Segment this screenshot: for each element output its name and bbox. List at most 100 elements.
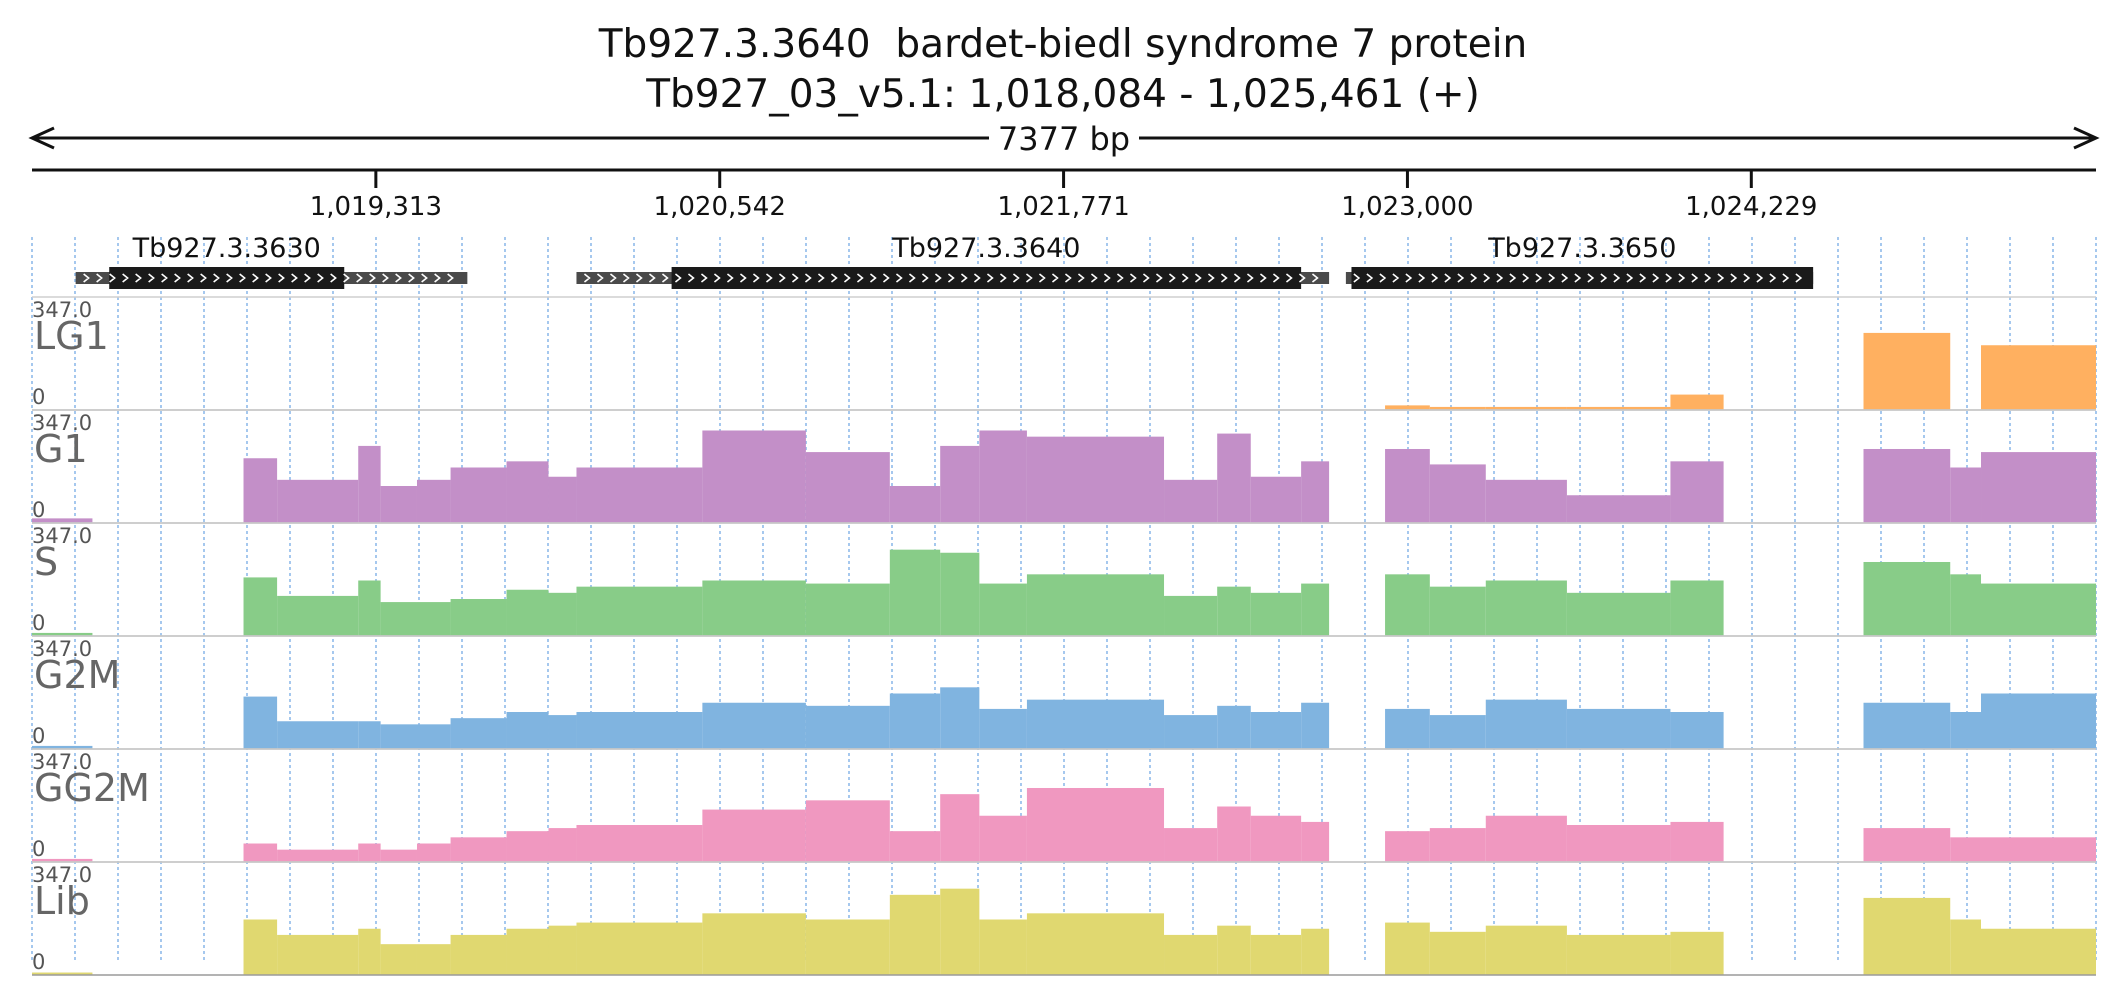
coverage-bar bbox=[889, 693, 941, 749]
coverage-bar bbox=[1385, 405, 1430, 410]
coverage-bars bbox=[32, 888, 2096, 975]
coverage-bar bbox=[32, 632, 93, 636]
coverage-bar bbox=[576, 824, 703, 862]
track-ymin-label: 0 bbox=[32, 950, 45, 974]
strand-chevrons bbox=[583, 273, 1319, 283]
coverage-bar bbox=[506, 928, 549, 975]
coverage-bars bbox=[32, 430, 2096, 523]
track-name: G2M bbox=[34, 653, 120, 697]
gene-model: Tb927.3.3640 bbox=[576, 233, 1330, 289]
gene-description: bardet-biedl syndrome 7 protein bbox=[895, 22, 1528, 67]
track-ymax-label: 347.0 bbox=[32, 411, 92, 435]
coverage-bar bbox=[1164, 828, 1218, 862]
coverage-bar bbox=[358, 721, 381, 749]
coverage-bar bbox=[32, 745, 93, 749]
coverage-bar bbox=[1670, 711, 1724, 749]
coverage-bar bbox=[979, 430, 1027, 523]
coverage-bar bbox=[277, 595, 359, 636]
coverage-bar bbox=[1950, 467, 1982, 523]
coverage-bar bbox=[702, 702, 806, 749]
coverage-bars bbox=[32, 549, 2096, 636]
coverage-bar bbox=[506, 711, 549, 749]
track-name: S bbox=[34, 540, 58, 584]
coverage-bar bbox=[1301, 461, 1330, 523]
coverage-bar bbox=[889, 549, 941, 636]
coverage-bar bbox=[1863, 561, 1951, 636]
gene-model: Tb927.3.3630 bbox=[75, 233, 468, 289]
coverage-bar bbox=[1485, 580, 1567, 636]
coverage-bar bbox=[1485, 815, 1567, 862]
coverage-bar bbox=[1385, 708, 1430, 749]
coverage-track[interactable]: 347.0G1 0 bbox=[32, 409, 2096, 524]
coverage-bar bbox=[576, 586, 703, 636]
coverage-bar bbox=[1670, 931, 1724, 975]
track-ymax-label: 347.0 bbox=[32, 524, 92, 548]
coverage-bar bbox=[1981, 837, 2096, 862]
coverage-bar bbox=[1981, 452, 2096, 523]
coverage-bar bbox=[1217, 705, 1251, 749]
coverage-bar bbox=[1566, 934, 1671, 975]
coverage-bar bbox=[1385, 922, 1430, 975]
coverage-bar bbox=[416, 843, 451, 862]
coverage-bar bbox=[416, 479, 451, 523]
span-indicator: 7377 bp bbox=[28, 120, 2100, 158]
coverage-bar bbox=[1250, 815, 1302, 862]
coverage-bar bbox=[1250, 592, 1302, 636]
coverage-bar bbox=[380, 724, 417, 749]
coverage-bar bbox=[450, 718, 507, 749]
coverage-bar bbox=[1950, 711, 1982, 749]
strand-chevrons bbox=[83, 273, 454, 283]
coverage-bar bbox=[1026, 787, 1165, 862]
span-label: 7377 bp bbox=[998, 120, 1130, 158]
coverage-bar bbox=[1566, 495, 1671, 523]
coverage-bar bbox=[1164, 479, 1218, 523]
coverage-bar bbox=[576, 711, 703, 749]
span-arrow-right bbox=[2073, 126, 2100, 150]
track-ymax-label: 347.0 bbox=[32, 298, 92, 322]
coverage-bar bbox=[889, 894, 941, 975]
coverage-bar bbox=[576, 467, 703, 523]
track-name: G1 bbox=[34, 427, 88, 471]
figure-header: Tb927.3.3640 bardet-biedl syndrome 7 pro… bbox=[0, 20, 2126, 120]
coverage-bars bbox=[32, 687, 2096, 749]
coverage-bar bbox=[1164, 934, 1218, 975]
coverage-bar bbox=[1485, 479, 1567, 523]
coverage-bar bbox=[450, 837, 507, 862]
coverage-bar bbox=[1250, 934, 1302, 975]
coverage-bar bbox=[1863, 897, 1951, 975]
coverage-bar bbox=[889, 831, 941, 862]
coverage-bar bbox=[380, 485, 417, 523]
coverage-bar bbox=[1670, 580, 1724, 636]
coverage-bar bbox=[1670, 821, 1724, 862]
coverage-bar bbox=[1485, 699, 1567, 749]
gene-cds bbox=[671, 267, 1302, 289]
coverage-bar bbox=[416, 602, 451, 636]
coverage-bar bbox=[1566, 406, 1671, 410]
coverage-bar bbox=[1429, 464, 1486, 523]
coverage-bar bbox=[1863, 448, 1951, 523]
coverage-bar bbox=[506, 589, 549, 636]
coverage-bar bbox=[1863, 702, 1951, 749]
coverage-bar bbox=[1429, 931, 1486, 975]
coverage-bar bbox=[32, 972, 93, 975]
track-ymax-label: 347.0 bbox=[32, 863, 92, 887]
coverage-bar bbox=[358, 445, 381, 523]
track-ymax-label: 347.0 bbox=[32, 750, 92, 774]
coverage-bars bbox=[1385, 332, 2096, 410]
coverage-bar bbox=[702, 430, 806, 523]
coverage-tracks[interactable]: 347.0LG10347.0G10347.0S0347.0G2M0347.0GG… bbox=[32, 296, 2096, 976]
coverage-bar bbox=[805, 583, 890, 636]
coverage-bar bbox=[243, 577, 278, 636]
coverage-bar bbox=[548, 715, 577, 749]
coverage-bar bbox=[277, 721, 359, 749]
gene-title: Tb927.3.3640 bardet-biedl syndrome 7 pro… bbox=[0, 20, 2126, 70]
coverage-track[interactable]: 347.0S 0 bbox=[32, 522, 2096, 637]
coverage-bar bbox=[1981, 693, 2096, 749]
genomic-location: Tb927_03_v5.1: 1,018,084 - 1,025,461 (+) bbox=[646, 72, 1480, 117]
coverage-bar bbox=[805, 800, 890, 862]
coverage-bar bbox=[1164, 715, 1218, 749]
coverage-bar bbox=[1026, 436, 1165, 523]
